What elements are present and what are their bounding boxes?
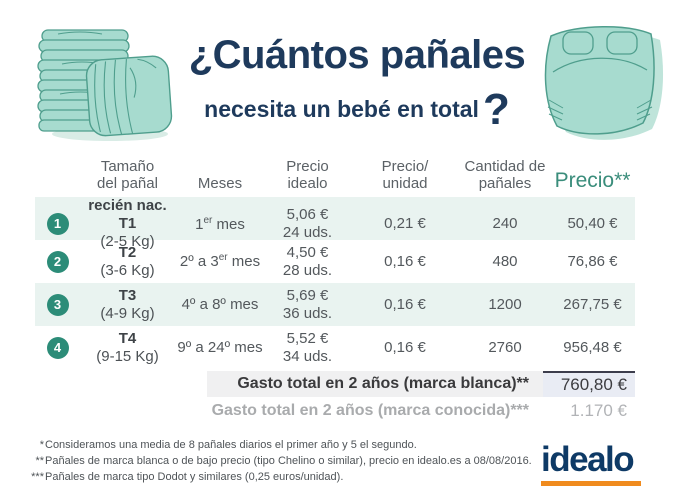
size-cell: T2 (3-6 Kg) <box>100 243 155 279</box>
size-cell: recién nac. T1 (2-5 Kg) <box>88 197 167 250</box>
column-header-price-idealo: Precio idealo <box>286 157 329 192</box>
footnote-line: *** Pañales de marca tipo Dodot y simila… <box>31 471 344 483</box>
column-header-price-total: Precio** <box>554 169 631 192</box>
table-header-row: Tamaño del pañal Meses Precio idealo Pre… <box>35 148 635 197</box>
column-header-size: Tamaño del pañal <box>97 157 158 192</box>
title-main: ¿Cuántos pañales <box>188 33 526 77</box>
row-number-badge: 4 <box>46 336 69 359</box>
total-value: 760,80 € <box>543 371 635 397</box>
idealo-logo-text: idealo <box>541 440 635 479</box>
footnote-line: * Consideramos una media de 8 pañales di… <box>39 439 417 451</box>
column-header-price-unit: Precio/ unidad <box>381 157 429 192</box>
total-price-cell: 76,86 € <box>567 252 618 270</box>
months-cell: 9º a 24º mes <box>177 339 263 356</box>
price-unit-cell: 0,16 € <box>384 338 426 356</box>
column-header-quantity: Cantidad de pañales <box>464 157 546 192</box>
price-unit-cell: 0,21 € <box>384 215 426 232</box>
total-row-known-brand: Gasto total en 2 años (marca conocida)**… <box>35 398 635 424</box>
total-price-cell: 956,48 € <box>563 338 622 356</box>
footnote-line: ** Pañales de marca blanca o de bajo pre… <box>35 455 532 467</box>
title-sub: necesita un bebé en total? <box>168 78 546 134</box>
months-cell: 1er mes <box>195 214 245 233</box>
diaper-illustration <box>544 25 664 140</box>
idealo-logo-underline <box>541 480 641 486</box>
diaper-stack-illustration <box>37 29 173 141</box>
table-row: 2 T2 (3-6 Kg) 2º a 3er mes 4,50 € 28 uds… <box>35 240 635 283</box>
footnotes: * Consideramos una media de 8 pañales di… <box>20 437 532 485</box>
total-value: 1.170 € <box>570 401 627 420</box>
idealo-logo: idealo <box>541 440 641 486</box>
quantity-cell: 480 <box>492 252 518 270</box>
price-idealo-cell: 5,52 € 34 uds. <box>282 329 333 365</box>
row-number-badge: 1 <box>46 213 69 235</box>
row-number-badge: 2 <box>46 250 69 273</box>
title-sub-text: necesita un bebé en total <box>204 96 479 122</box>
quantity-cell: 240 <box>492 215 518 232</box>
months-cell: 4º a 8º mes <box>181 296 259 313</box>
size-cell: T4 (9-15 Kg) <box>96 329 159 365</box>
quantity-cell: 1200 <box>488 295 522 313</box>
size-cell: T3 (4-9 Kg) <box>100 286 155 322</box>
column-header-months: Meses <box>197 174 243 192</box>
total-price-cell: 50,40 € <box>567 215 618 232</box>
price-unit-cell: 0,16 € <box>384 295 426 313</box>
total-label: Gasto total en 2 años (marca conocida)**… <box>211 402 529 419</box>
price-idealo-cell: 5,06 € 24 uds. <box>282 206 333 241</box>
title-question-mark: ? <box>482 85 510 134</box>
totals-section: Gasto total en 2 años (marca blanca)** 7… <box>35 371 635 424</box>
price-idealo-cell: 5,69 € 36 uds. <box>282 286 333 322</box>
table-row: 3 T3 (4-9 Kg) 4º a 8º mes 5,69 € 36 uds.… <box>35 283 635 326</box>
total-price-cell: 267,75 € <box>563 295 622 313</box>
quantity-cell: 2760 <box>488 338 522 356</box>
table-row: 4 T4 (9-15 Kg) 9º a 24º mes 5,52 € 34 ud… <box>35 326 635 369</box>
table-row: 1 recién nac. T1 (2-5 Kg) 1er mes 5,06 €… <box>35 197 635 250</box>
total-row-white-brand: Gasto total en 2 años (marca blanca)** 7… <box>35 371 635 397</box>
months-cell: 2º a 3er mes <box>179 252 261 270</box>
diaper-table: Tamaño del pañal Meses Precio idealo Pre… <box>35 148 635 369</box>
page-title: ¿Cuántos pañales necesita un bebé en tot… <box>168 33 546 134</box>
total-label: Gasto total en 2 años (marca blanca)** <box>207 371 543 397</box>
price-unit-cell: 0,16 € <box>384 252 426 270</box>
price-idealo-cell: 4,50 € 28 uds. <box>282 243 333 279</box>
row-number-badge: 3 <box>46 293 69 316</box>
